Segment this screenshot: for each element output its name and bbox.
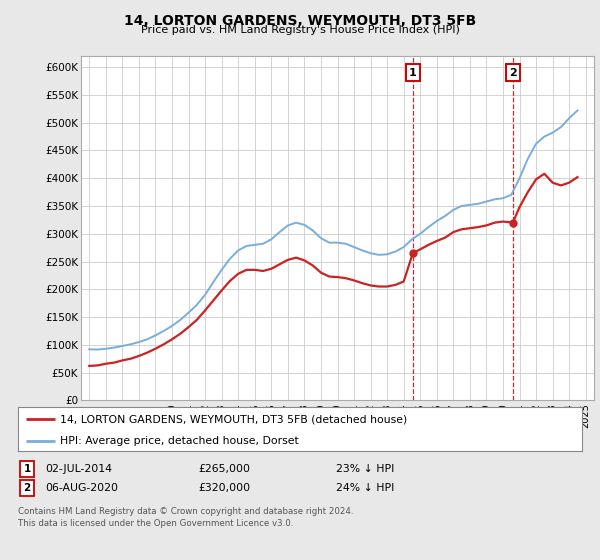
Text: Price paid vs. HM Land Registry's House Price Index (HPI): Price paid vs. HM Land Registry's House …: [140, 25, 460, 35]
Text: 2: 2: [509, 68, 517, 78]
Text: 1: 1: [409, 68, 416, 78]
Text: £265,000: £265,000: [198, 464, 250, 474]
Text: Contains HM Land Registry data © Crown copyright and database right 2024.
This d: Contains HM Land Registry data © Crown c…: [18, 507, 353, 528]
Text: 2: 2: [23, 483, 31, 493]
Text: 02-JUL-2014: 02-JUL-2014: [45, 464, 112, 474]
Text: £320,000: £320,000: [198, 483, 250, 493]
Text: HPI: Average price, detached house, Dorset: HPI: Average price, detached house, Dors…: [60, 436, 299, 446]
Text: 14, LORTON GARDENS, WEYMOUTH, DT3 5FB (detached house): 14, LORTON GARDENS, WEYMOUTH, DT3 5FB (d…: [60, 414, 407, 424]
Text: 1: 1: [23, 464, 31, 474]
Text: 23% ↓ HPI: 23% ↓ HPI: [336, 464, 394, 474]
Text: 14, LORTON GARDENS, WEYMOUTH, DT3 5FB: 14, LORTON GARDENS, WEYMOUTH, DT3 5FB: [124, 14, 476, 28]
Text: 24% ↓ HPI: 24% ↓ HPI: [336, 483, 394, 493]
Text: 06-AUG-2020: 06-AUG-2020: [45, 483, 118, 493]
